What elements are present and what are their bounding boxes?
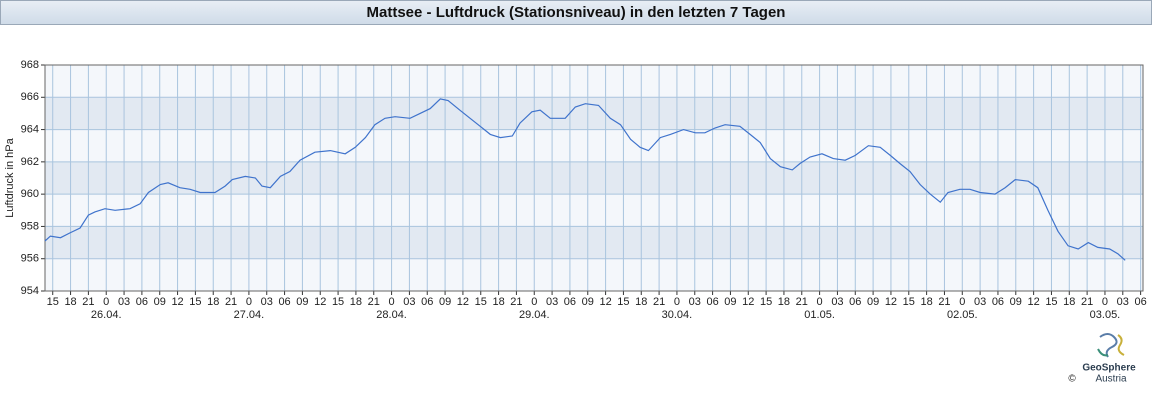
date-label: 29.04. bbox=[519, 309, 550, 321]
title-bar bbox=[0, 0, 1152, 25]
logo-sub: Austria bbox=[1095, 374, 1127, 385]
grid-band bbox=[45, 258, 1143, 291]
x-tick-label: 0 bbox=[103, 296, 109, 308]
x-tick-label: 15 bbox=[903, 296, 915, 308]
date-label: 27.04. bbox=[234, 309, 265, 321]
x-tick-label: 12 bbox=[599, 296, 611, 308]
x-tick-label: 21 bbox=[796, 296, 808, 308]
x-tick-label: 03 bbox=[546, 296, 558, 308]
x-tick-label: 18 bbox=[635, 296, 647, 308]
x-tick-label: 09 bbox=[724, 296, 736, 308]
x-tick-label: 15 bbox=[189, 296, 201, 308]
y-tick-label: 960 bbox=[21, 188, 39, 200]
x-tick-label: 09 bbox=[867, 296, 879, 308]
x-tick-label: 03 bbox=[831, 296, 843, 308]
x-tick-label: 15 bbox=[1045, 296, 1057, 308]
x-tick-label: 09 bbox=[582, 296, 594, 308]
x-tick-label: 21 bbox=[510, 296, 522, 308]
x-tick-label: 15 bbox=[475, 296, 487, 308]
x-tick-label: 21 bbox=[653, 296, 665, 308]
x-tick-label: 06 bbox=[706, 296, 718, 308]
x-tick-label: 0 bbox=[246, 296, 252, 308]
x-tick-label: 03 bbox=[1117, 296, 1129, 308]
y-tick-label: 964 bbox=[21, 123, 39, 135]
date-label: 03.05. bbox=[1090, 309, 1121, 321]
x-tick-label: 21 bbox=[938, 296, 950, 308]
y-tick-label: 962 bbox=[21, 156, 39, 168]
x-tick-label: 12 bbox=[742, 296, 754, 308]
x-tick-label: 15 bbox=[332, 296, 344, 308]
date-label: 26.04. bbox=[91, 309, 122, 321]
x-tick-label: 0 bbox=[959, 296, 965, 308]
x-tick-label: 18 bbox=[492, 296, 504, 308]
x-tick-label: 06 bbox=[564, 296, 576, 308]
grid-band bbox=[45, 129, 1143, 162]
x-tick-label: 12 bbox=[1027, 296, 1039, 308]
logo-name: GeoSphere bbox=[1082, 363, 1136, 374]
x-tick-label: 15 bbox=[760, 296, 772, 308]
plot-frame bbox=[44, 64, 1144, 292]
chart-title: Mattsee - Luftdruck (Stationsniveau) in … bbox=[367, 4, 786, 21]
x-tick-label: 0 bbox=[817, 296, 823, 308]
date-label: 28.04. bbox=[376, 309, 407, 321]
x-tick-label: 03 bbox=[403, 296, 415, 308]
logo-icon bbox=[1097, 333, 1125, 358]
y-tick-label: 958 bbox=[21, 220, 39, 232]
y-tick-label: 956 bbox=[21, 253, 39, 265]
x-tick-label: 06 bbox=[1134, 296, 1146, 308]
y-tick-label: 968 bbox=[21, 59, 39, 71]
date-label: 02.05. bbox=[947, 309, 978, 321]
x-tick-label: 15 bbox=[617, 296, 629, 308]
copyright: © bbox=[1068, 374, 1076, 385]
x-tick-label: 03 bbox=[118, 296, 130, 308]
line bbox=[44, 98, 1126, 261]
x-tick-label: 18 bbox=[920, 296, 932, 308]
x-tick-label: 03 bbox=[261, 296, 273, 308]
x-tick-label: 09 bbox=[296, 296, 308, 308]
x-tick-label: 09 bbox=[154, 296, 166, 308]
x-tick-label: 18 bbox=[207, 296, 219, 308]
x-tick-label: 0 bbox=[389, 296, 395, 308]
plot-area: 15 18 21 0 03 06 09 12 15 18 21 0 03 06 09 12 15 18 21 0 03 0… bbox=[21, 59, 1147, 321]
x-tick-label: 06 bbox=[992, 296, 1004, 308]
x-tick-label: 21 bbox=[82, 296, 94, 308]
grid-band bbox=[45, 161, 1143, 195]
grid-band bbox=[45, 194, 1143, 227]
x-tick-label: 18 bbox=[1063, 296, 1075, 308]
grid-band bbox=[45, 65, 1143, 98]
x-tick-label: 18 bbox=[778, 296, 790, 308]
grid-band bbox=[45, 97, 1143, 130]
y-tick-label: 966 bbox=[21, 91, 39, 103]
y-tick-label: 954 bbox=[21, 285, 39, 297]
date-label: 30.04. bbox=[662, 309, 693, 321]
x-tick-label: 06 bbox=[421, 296, 433, 308]
x-tick-label: 12 bbox=[885, 296, 897, 308]
x-tick-label: 03 bbox=[974, 296, 986, 308]
x-tick-label: 0 bbox=[1102, 296, 1108, 308]
x-tick-label: 0 bbox=[531, 296, 537, 308]
x-tick-label: 09 bbox=[1010, 296, 1022, 308]
x-tick-label: 06 bbox=[849, 296, 861, 308]
x-tick-label: 12 bbox=[314, 296, 326, 308]
x-tick-label: 12 bbox=[457, 296, 469, 308]
x-tick-label: 18 bbox=[64, 296, 76, 308]
x-tick-label: 09 bbox=[439, 296, 451, 308]
x-tick-label: 18 bbox=[350, 296, 362, 308]
x-tick-label: 06 bbox=[136, 296, 148, 308]
x-tick-label: 12 bbox=[171, 296, 183, 308]
x-tick-label: 21 bbox=[1081, 296, 1093, 308]
x-tick-label: 21 bbox=[368, 296, 380, 308]
x-tick-label: 21 bbox=[225, 296, 237, 308]
grid-band bbox=[45, 226, 1143, 259]
x-tick-label: 03 bbox=[689, 296, 701, 308]
y-axis-label: Luftdruck in hPa bbox=[4, 137, 16, 217]
date-label: 01.05. bbox=[804, 309, 835, 321]
x-tick-label: 0 bbox=[674, 296, 680, 308]
x-tick-label: 06 bbox=[278, 296, 290, 308]
x-tick-label: 15 bbox=[47, 296, 59, 308]
